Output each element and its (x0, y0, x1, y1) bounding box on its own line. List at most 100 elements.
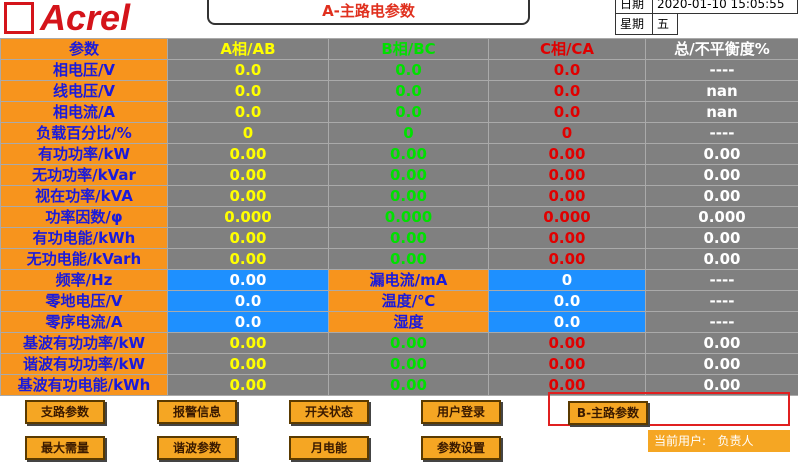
nav-button[interactable]: 月电能 (289, 436, 369, 460)
cell-value: 0.00 (488, 248, 646, 270)
cell-value: 0.0 (488, 59, 646, 81)
data-row: 相电流/A 0.0 0.0 0.0 nan (0, 101, 798, 123)
cell-value: 0.00 (488, 164, 646, 186)
cell-value: 0.00 (167, 143, 329, 165)
cell-value: 0.0 (167, 59, 329, 81)
data-row: 有功电能/kWh 0.00 0.00 0.00 0.00 (0, 227, 798, 249)
cell-value: 0.00 (167, 164, 329, 186)
cell-value: 0 (328, 122, 489, 144)
cell-value: 0.00 (167, 227, 329, 249)
cell-value: 0.00 (167, 332, 329, 354)
cell-value: 0.00 (488, 227, 646, 249)
row-label: 参数 (0, 38, 168, 60)
cell-value: 0.00 (645, 332, 798, 354)
row-label: 有功功率/kW (0, 143, 168, 165)
cell-value: 0.0 (328, 80, 489, 102)
cell-value: 0 (167, 122, 329, 144)
cell-value: 0.0 (328, 59, 489, 81)
data-row: 频率/Hz 0.00 漏电流/mA 0 ---- (0, 269, 798, 291)
cell-value: 0.0 (167, 290, 329, 312)
cell-value: ---- (645, 59, 798, 81)
row-label: 无功电能/kVarh (0, 248, 168, 270)
cell-value: 0.00 (328, 248, 489, 270)
cell-value: 0.0 (167, 101, 329, 123)
cell-value: 0.000 (488, 206, 646, 228)
cell-value: 0.00 (167, 185, 329, 207)
data-row: 有功功率/kW 0.00 0.00 0.00 0.00 (0, 143, 798, 165)
cell-value: nan (645, 101, 798, 123)
nav-button[interactable]: 开关状态 (289, 400, 369, 424)
cell-value: 0.00 (328, 143, 489, 165)
nav-button[interactable]: 用户登录 (421, 400, 501, 424)
column-header: 总/不平衡度% (645, 38, 798, 60)
cell-value: 0.00 (488, 374, 646, 396)
data-row: 功率因数/φ 0.000 0.000 0.000 0.000 (0, 206, 798, 228)
row-label: 功率因数/φ (0, 206, 168, 228)
column-header: B相/BC (328, 38, 489, 60)
cell-value: 0.00 (167, 374, 329, 396)
cell-value: 湿度 (328, 311, 489, 333)
cell-value: 0.00 (645, 374, 798, 396)
nav-button[interactable]: 谐波参数 (157, 436, 237, 460)
cell-value: 0.0 (167, 80, 329, 102)
cell-value: ---- (645, 122, 798, 144)
weekday-value: 五 (652, 13, 678, 35)
data-row: 相电压/V 0.0 0.0 0.0 ---- (0, 59, 798, 81)
user-label: 当前用户: (654, 434, 707, 448)
cell-value: 0.00 (645, 185, 798, 207)
user-value: 负责人 (717, 434, 754, 448)
row-label: 零地电压/V (0, 290, 168, 312)
date-value: 2020-01-10 15:05:55 (652, 0, 798, 14)
row-label: 视在功率/kVA (0, 185, 168, 207)
nav-button[interactable]: 最大需量 (25, 436, 105, 460)
cell-value: 0.0 (488, 80, 646, 102)
row-label: 基波有功电能/kWh (0, 374, 168, 396)
data-row: 负载百分比/% 0 0 0 ---- (0, 122, 798, 144)
cell-value: nan (645, 80, 798, 102)
cell-value: ---- (645, 311, 798, 333)
logo: Acrel (40, 0, 131, 38)
cell-value: 0.000 (167, 206, 329, 228)
parameter-table: 参数 A相/AB B相/BC C相/CA 总/不平衡度% 相电压/V 0.0 0.0 0.0 --… (0, 38, 798, 396)
logo-box (4, 2, 34, 34)
cell-value: 0.0 (167, 311, 329, 333)
cell-value: 0.00 (328, 332, 489, 354)
row-label: 无功功率/kVar (0, 164, 168, 186)
data-row: 线电压/V 0.0 0.0 0.0 nan (0, 80, 798, 102)
data-row: 无功电能/kVarh 0.00 0.00 0.00 0.00 (0, 248, 798, 270)
cell-value: 0.00 (645, 248, 798, 270)
cell-value: 0.00 (167, 269, 329, 291)
row-label: 零序电流/A (0, 311, 168, 333)
cell-value: ---- (645, 269, 798, 291)
column-header: A相/AB (167, 38, 329, 60)
cell-value: 0.00 (645, 353, 798, 375)
nav-button[interactable]: 参数设置 (421, 436, 501, 460)
data-row: 零地电压/V 0.0 温度/℃ 0.0 ---- (0, 290, 798, 312)
cell-value: ---- (645, 290, 798, 312)
cell-value: 0.00 (167, 353, 329, 375)
date-label: 日期 (615, 0, 653, 14)
row-label: 基波有功功率/kW (0, 332, 168, 354)
header-row: 参数 A相/AB B相/BC C相/CA 总/不平衡度% (0, 38, 798, 60)
column-header: C相/CA (488, 38, 646, 60)
cell-value: 0.00 (167, 248, 329, 270)
data-row: 谐波有功功率/kW 0.00 0.00 0.00 0.00 (0, 353, 798, 375)
data-row: 基波有功功率/kW 0.00 0.00 0.00 0.00 (0, 332, 798, 354)
cell-value: 0.00 (488, 332, 646, 354)
data-row: 基波有功电能/kWh 0.00 0.00 0.00 0.00 (0, 374, 798, 396)
cell-value: 0.00 (328, 374, 489, 396)
row-label: 频率/Hz (0, 269, 168, 291)
cell-value: 0.00 (645, 227, 798, 249)
row-label: 线电压/V (0, 80, 168, 102)
nav-button[interactable]: 支路参数 (25, 400, 105, 424)
row-label: 负载百分比/% (0, 122, 168, 144)
cell-value: 0.00 (488, 353, 646, 375)
cell-value: 0.0 (328, 101, 489, 123)
nav-button[interactable]: 报警信息 (157, 400, 237, 424)
cell-value: 0.00 (645, 164, 798, 186)
nav-button[interactable]: B-主路参数 (568, 401, 648, 425)
weekday-label: 星期 (615, 13, 653, 35)
page-title: A-主路电参数 (207, 0, 530, 25)
cell-value: 漏电流/mA (328, 269, 489, 291)
